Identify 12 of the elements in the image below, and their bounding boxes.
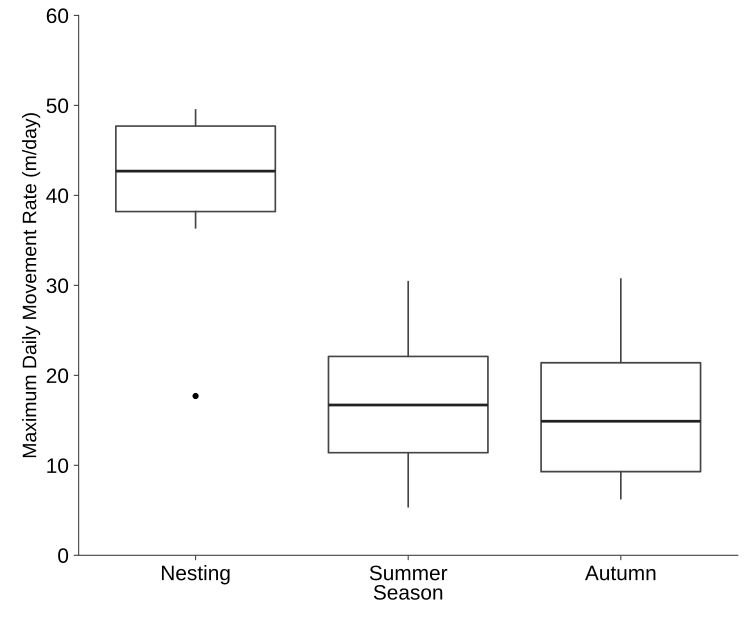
x-axis-title: Season [374,584,442,600]
y-tick-label: 40 [46,188,68,204]
y-tick-label: 50 [46,98,68,114]
y-tick-label: 20 [46,368,68,384]
y-tick-label: 0 [58,548,68,564]
y-tick-label: 10 [47,458,68,474]
y-axis-title: Maximum Daily Movement Rate (m/day) [22,113,40,458]
x-tick-label: Summer [370,566,448,580]
y-tick-label: 60 [46,8,68,24]
y-tick-label: 30 [46,278,68,294]
x-tick-label: Nesting [162,565,230,584]
x-tick-label: Autumn [584,566,656,580]
